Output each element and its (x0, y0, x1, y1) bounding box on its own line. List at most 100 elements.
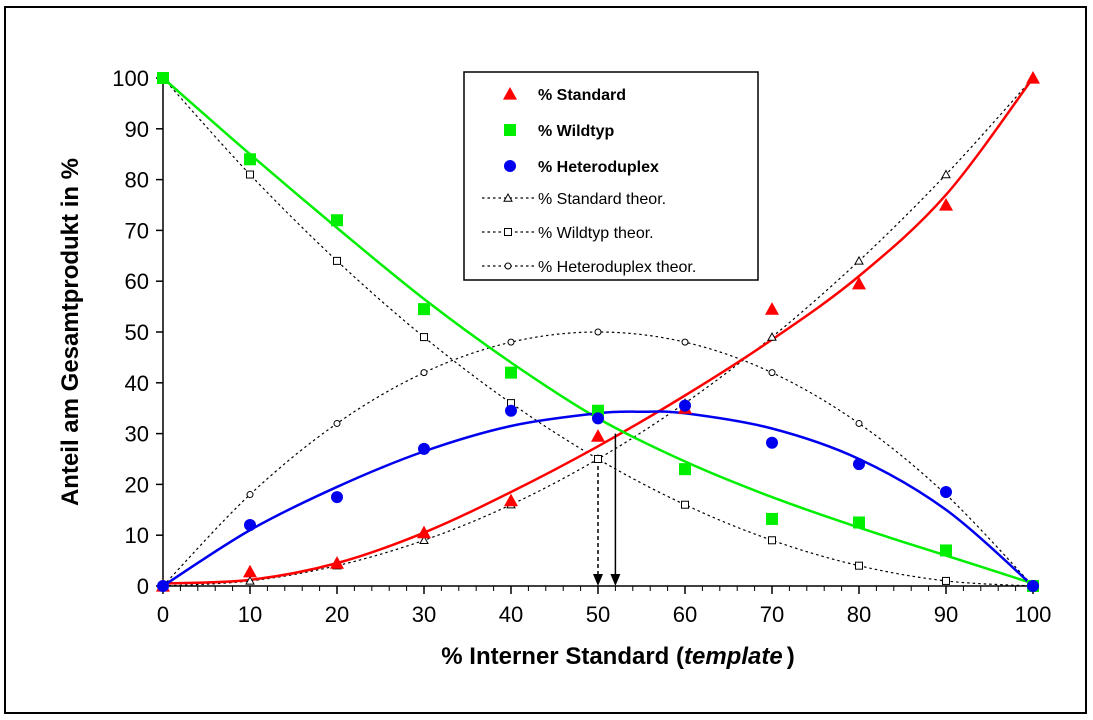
marker-circle (244, 519, 256, 532)
marker-open-circle (504, 262, 512, 270)
legend-label: % Standard theor. (538, 191, 666, 208)
marker-open-circle (855, 419, 863, 427)
x-minor-ticks (179, 586, 1017, 591)
chart-svg: 0 10 20 30 40 50 60 70 80 90 100 0 10 20 30 40 50 60 70 80… (57, 66, 1051, 670)
marker-square (940, 544, 952, 557)
legend-label: % Standard (538, 87, 626, 104)
legend: % Standard % Wildtyp % Heteroduplex % Stand… (463, 71, 759, 281)
legend-box (463, 71, 759, 281)
marker-square (157, 72, 169, 84)
legend-items: % Standard % Wildtyp % Heteroduplex % Stand… (482, 87, 696, 276)
legend-item: % Wildtyp theor. (482, 225, 654, 242)
x-tick-label: 60 (673, 602, 697, 627)
marker-open-triangle (854, 255, 864, 265)
marker-circle (331, 491, 343, 504)
arrow-head (610, 574, 621, 586)
axes: 0 10 20 30 40 50 60 70 80 90 100 0 10 20 30 40 50 60 70 80… (112, 66, 1051, 627)
x-tick-label: 10 (238, 602, 262, 627)
trend-curve (162, 77, 1035, 585)
y-tick-label: 0 (137, 574, 149, 599)
legend-label: % Heteroduplex (538, 159, 659, 176)
y-tick-label: 20 (125, 472, 149, 497)
marker-circle (1027, 580, 1039, 592)
marker-open-circle (681, 338, 689, 346)
legend-item: % Standard (503, 87, 626, 104)
marker-circle (157, 580, 169, 592)
x-tick-label: 40 (499, 602, 523, 627)
marker-square (504, 124, 516, 136)
legend-item: % Heteroduplex (504, 159, 659, 176)
marker-open-circle (768, 369, 776, 377)
y-tick-label: 10 (125, 523, 149, 548)
x-tick-label: 20 (325, 602, 349, 627)
marker-triangle (330, 556, 344, 569)
marker-square (331, 214, 343, 227)
marker-triangle (765, 302, 779, 315)
y-tick-label: 30 (125, 422, 149, 447)
marker-triangle (243, 564, 257, 578)
theory-line (162, 77, 1034, 587)
legend-item: % Standard theor. (482, 191, 666, 208)
x-tick-label: 70 (760, 602, 784, 627)
marker-square (679, 463, 691, 476)
marker-open-square (420, 333, 428, 342)
marker-layer (156, 71, 1040, 592)
marker-square (418, 303, 430, 316)
marker-open-triangle (941, 169, 951, 179)
marker-triangle (852, 276, 866, 290)
x-ticks: 0 10 20 30 40 50 60 70 80 90 100 (157, 586, 1051, 627)
legend-item: % Wildtyp (504, 123, 615, 140)
marker-circle (592, 412, 604, 425)
marker-open-triangle (245, 575, 255, 585)
marker-circle (679, 399, 691, 412)
marker-circle (418, 442, 430, 455)
theory-lines (162, 77, 1034, 587)
x-tick-label: 80 (847, 602, 871, 627)
marker-open-square (855, 561, 863, 570)
marker-circle (853, 458, 865, 471)
marker-open-circle (246, 491, 254, 499)
marker-square (853, 516, 865, 529)
x-axis-title: % Interner Standard (template) (441, 643, 794, 670)
legend-item: % Heteroduplex theor. (482, 259, 696, 276)
trend-curve (162, 77, 1034, 585)
marker-square (766, 512, 778, 525)
x-axis-title-italic: template (684, 643, 783, 670)
x-tick-label: 50 (586, 602, 610, 627)
marker-open-triangle (503, 192, 513, 202)
y-tick-label: 100 (112, 66, 149, 91)
y-tick-label: 80 (125, 168, 149, 193)
y-tick-label: 70 (125, 218, 149, 243)
marker-circle (504, 160, 516, 172)
trend-lines (162, 77, 1035, 588)
marker-open-triangle (419, 535, 429, 544)
x-tick-label: 0 (157, 602, 169, 627)
x-tick-label: 30 (412, 602, 436, 627)
trend-curve (162, 410, 1034, 588)
legend-label: % Wildtyp (538, 123, 615, 140)
marker-square (244, 153, 256, 166)
y-tick-label: 60 (125, 269, 149, 294)
marker-open-square (246, 170, 254, 179)
marker-open-square (504, 228, 512, 236)
y-axis-title: Anteil am Gesamtprodukt in % (57, 158, 84, 506)
marker-square (505, 366, 517, 379)
marker-open-circle (420, 369, 428, 377)
arrow-head (593, 574, 603, 586)
marker-triangle (1026, 71, 1040, 84)
marker-open-circle (507, 338, 515, 346)
x-axis-title-end: ) (787, 643, 795, 670)
marker-open-square (333, 256, 341, 265)
marker-circle (505, 404, 517, 417)
marker-circle (940, 486, 952, 499)
marker-open-square (942, 576, 950, 585)
legend-label: % Heteroduplex theor. (538, 259, 696, 276)
marker-open-square (594, 455, 602, 463)
marker-circle (766, 436, 778, 449)
y-tick-label: 90 (125, 117, 149, 142)
marker-triangle (417, 525, 431, 539)
y-tick-label: 50 (125, 320, 149, 345)
arrow-layer (593, 433, 621, 586)
marker-open-triangle (767, 332, 777, 341)
x-axis-title-main: % Interner Standard ( (441, 643, 684, 670)
